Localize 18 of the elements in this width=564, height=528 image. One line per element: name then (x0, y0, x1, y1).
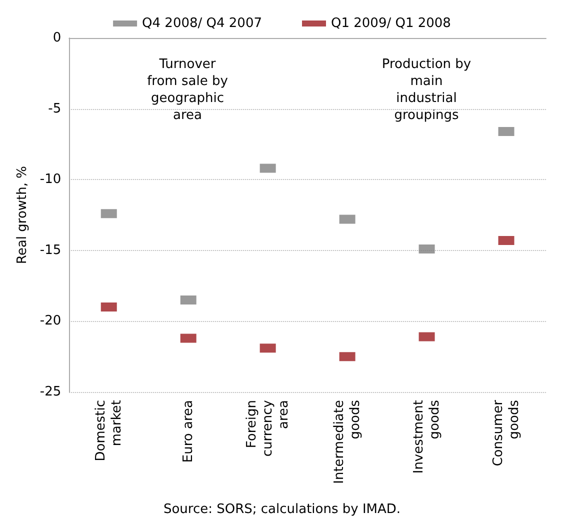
x-tick-label: Investment goods (411, 400, 442, 474)
x-tick-label: Consumer goods (490, 399, 522, 466)
source-note: Source: SORS; calculations by IMAD. (163, 502, 401, 517)
annotation: Production by main industrial groupings (382, 57, 472, 123)
y-tick-label: 0 (52, 30, 62, 46)
y-tick-label: -10 (40, 172, 62, 188)
legend-label: Q4 2008/ Q4 2007 (142, 16, 262, 31)
y-tick-label: -15 (40, 242, 62, 258)
x-tick-label: Intermediate goods (332, 400, 363, 484)
y-axis-title: Real growth, % (15, 166, 30, 264)
y-tick-label: -20 (40, 314, 62, 329)
x-tick-label: Euro area (180, 400, 196, 463)
annotation: Turnover from sale by geographic area (147, 57, 228, 123)
x-tick-label: Domestic market (93, 400, 124, 462)
y-tick-label: -5 (48, 101, 62, 116)
legend-label: Q1 2009/ Q1 2008 (331, 16, 451, 31)
x-tick-label: Foreign currency area (244, 400, 292, 457)
y-tick-label: -25 (40, 384, 62, 400)
